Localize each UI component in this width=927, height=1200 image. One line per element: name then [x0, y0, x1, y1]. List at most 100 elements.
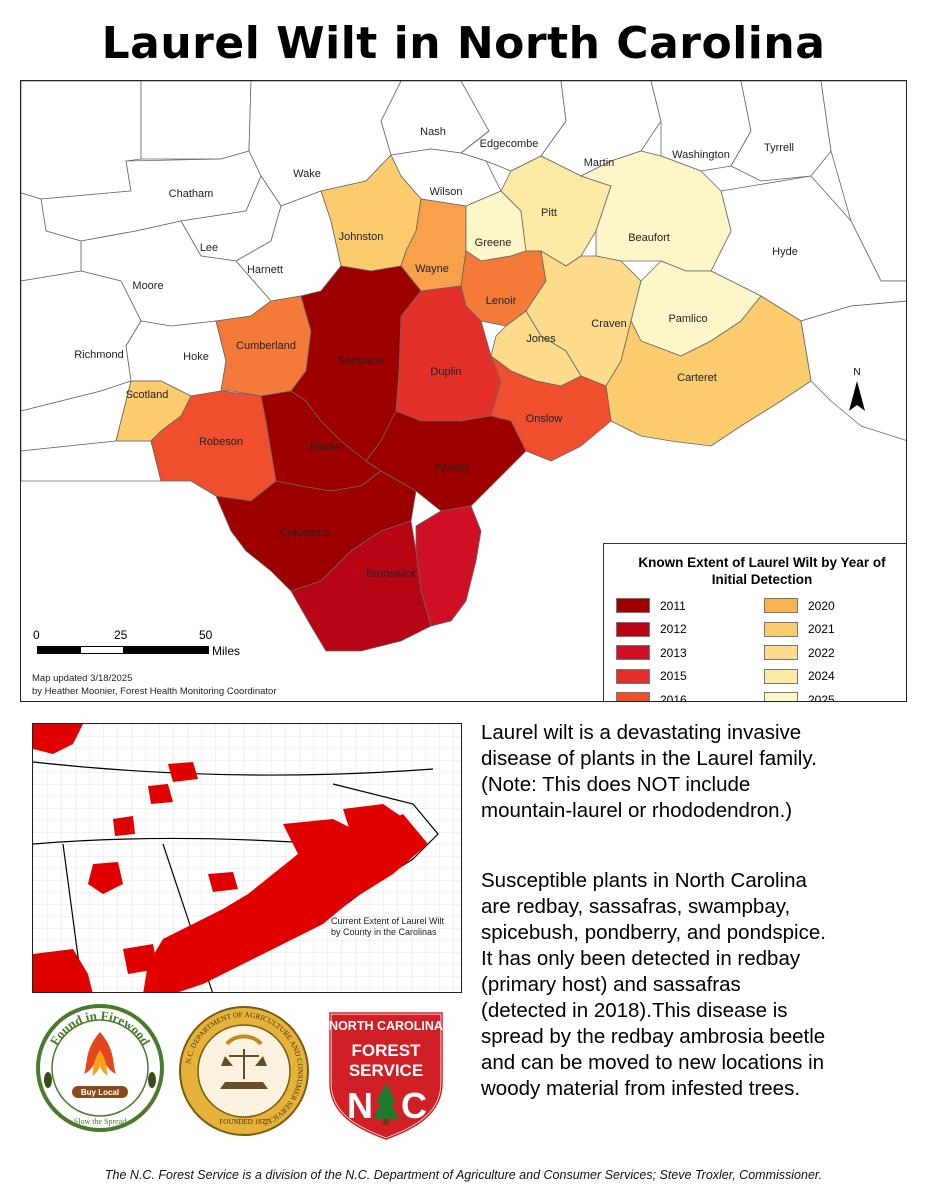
label-columbus: Columbus [280, 527, 330, 539]
label-moore: Moore [132, 280, 163, 292]
label-tyrrell: Tyrrell [764, 142, 794, 154]
carolinas-inset-map: Current Extent of Laurel Wilt by County … [32, 723, 462, 993]
legend-swatch [764, 598, 798, 613]
label-lee: Lee [200, 242, 218, 254]
county-north-a [140, 81, 252, 160]
legend-swatch [764, 621, 798, 637]
legend-label: 2015 [660, 669, 687, 683]
inset-detection-area [33, 949, 93, 992]
inset-detection-area [113, 816, 135, 836]
legend-label: 2012 [660, 622, 687, 636]
scale-tick-25: 25 [114, 628, 128, 642]
county-map: Nash Edgecombe Martin Washington Tyrrell… [20, 80, 907, 702]
label-chatham: Chatham [169, 188, 214, 200]
credit-date: Map updated 3/18/2025 [32, 673, 133, 684]
firewood-slow-spread: Slow the Spread [74, 1117, 126, 1126]
scale-tick-0: 0 [33, 628, 40, 642]
legend-swatch [616, 598, 650, 613]
legend-item: 2024 [764, 668, 835, 684]
label-wayne: Wayne [415, 263, 449, 275]
legend-label: 2025 [808, 692, 835, 702]
legend-item: 2013 [616, 645, 687, 660]
legend-label: 2020 [808, 598, 835, 613]
legend-label: 2024 [808, 669, 835, 683]
legend-swatch [764, 645, 798, 660]
credit-author: by Heather Moonier, Forest Health Monito… [32, 686, 277, 697]
legend-item: 2011 [616, 598, 686, 613]
details-paragraph: Susceptible plants in North Carolina are… [481, 869, 826, 1100]
scale-unit: Miles [212, 644, 241, 658]
label-pender: Pender [434, 462, 470, 474]
label-pamlico: Pamlico [668, 313, 707, 325]
label-brunswick: Brunswick [366, 568, 417, 580]
label-hyde: Hyde [772, 246, 798, 258]
label-bladen: Bladen [310, 441, 344, 453]
ncfs-top-text: NORTH CAROLINA [329, 1019, 443, 1033]
county-brunswick [290, 520, 432, 652]
ncfs-n: N [347, 1085, 373, 1126]
label-craven: Craven [591, 318, 626, 330]
footer-note: The N.C. Forest Service is a division of… [104, 1168, 823, 1182]
county-carteret [605, 295, 812, 447]
label-duplin: Duplin [430, 366, 461, 378]
label-nash: Nash [420, 126, 446, 138]
county-west [21, 192, 82, 282]
page-title: Laurel Wilt in North Carolina [101, 18, 826, 69]
label-carteret: Carteret [677, 372, 717, 384]
label-lenoir: Lenoir [486, 295, 517, 307]
inset-detection-area [33, 724, 83, 754]
firewood-buy-local: Buy Local [81, 1088, 119, 1097]
ncda-seal-logo: N.C. DEPARTMENT OF AGRICULTURE AND CONSU… [179, 1006, 309, 1136]
legend-swatch [764, 692, 798, 701]
inset-detection-area [88, 862, 123, 894]
legend-swatch [764, 668, 798, 684]
county-pitt [500, 155, 612, 267]
label-wake: Wake [293, 168, 321, 180]
intro-paragraph: Laurel wilt is a devastating invasive di… [481, 721, 817, 822]
label-robeson: Robeson [199, 436, 243, 448]
legend-swatch [616, 692, 650, 701]
tree-icon [373, 1083, 399, 1119]
scale-tick-50: 50 [199, 628, 213, 642]
found-in-firewood-logo: Found in Firewood Buy Local Slow the Spr… [36, 1004, 164, 1132]
label-scotland: Scotland [126, 389, 169, 401]
legend-label: 2022 [808, 645, 835, 660]
label-cumberland: Cumberland [236, 340, 296, 352]
inset-detections [33, 724, 428, 992]
legend-title: Known Extent of Laurel Wilt by Year of I… [638, 555, 886, 587]
nc-forest-service-logo: NORTH CAROLINA FOREST SERVICE N C [328, 1011, 444, 1141]
legend-item: 2025 [764, 692, 835, 702]
label-harnett: Harnett [247, 264, 283, 276]
ncfs-forest: FOREST [352, 1041, 422, 1060]
ncfs-c: C [401, 1085, 427, 1126]
inset-detection-area [168, 762, 198, 782]
label-martin: Martin [584, 157, 615, 169]
legend-swatch [616, 645, 650, 660]
legend-swatch [616, 668, 650, 684]
map-legend: Known Extent of Laurel Wilt by Year of I… [603, 543, 906, 702]
legend-item: 2021 [764, 621, 835, 637]
county-pender [365, 410, 527, 512]
label-sampson: Sampson [338, 355, 384, 367]
label-jones: Jones [526, 333, 556, 345]
legend-item: 2022 [764, 645, 835, 660]
inset-detection-area [343, 804, 405, 839]
inset-svg [33, 724, 461, 992]
county-east-coast [800, 300, 906, 441]
legend-swatch [616, 621, 650, 637]
label-onslow: Onslow [526, 413, 563, 425]
county-northwest [21, 81, 142, 200]
legend-item: 2016 [616, 692, 687, 701]
ncda-founded: FOUNDED 1877 [219, 1118, 269, 1126]
inset-detection-area [148, 784, 173, 804]
legend-label: 2011 [660, 598, 686, 613]
north-arrow: N [849, 367, 865, 411]
legend-item: 2020 [764, 598, 835, 613]
label-pitt: Pitt [541, 207, 557, 219]
inset-detection-area [208, 872, 238, 892]
legend-label: 2013 [660, 645, 687, 660]
county-new-hanover [415, 505, 482, 627]
legend-label: 2021 [808, 622, 835, 636]
county-map-svg: Nash Edgecombe Martin Washington Tyrrell… [21, 81, 906, 652]
map-credit: Map updated 3/18/2025 by Heather Moonier… [32, 672, 276, 698]
